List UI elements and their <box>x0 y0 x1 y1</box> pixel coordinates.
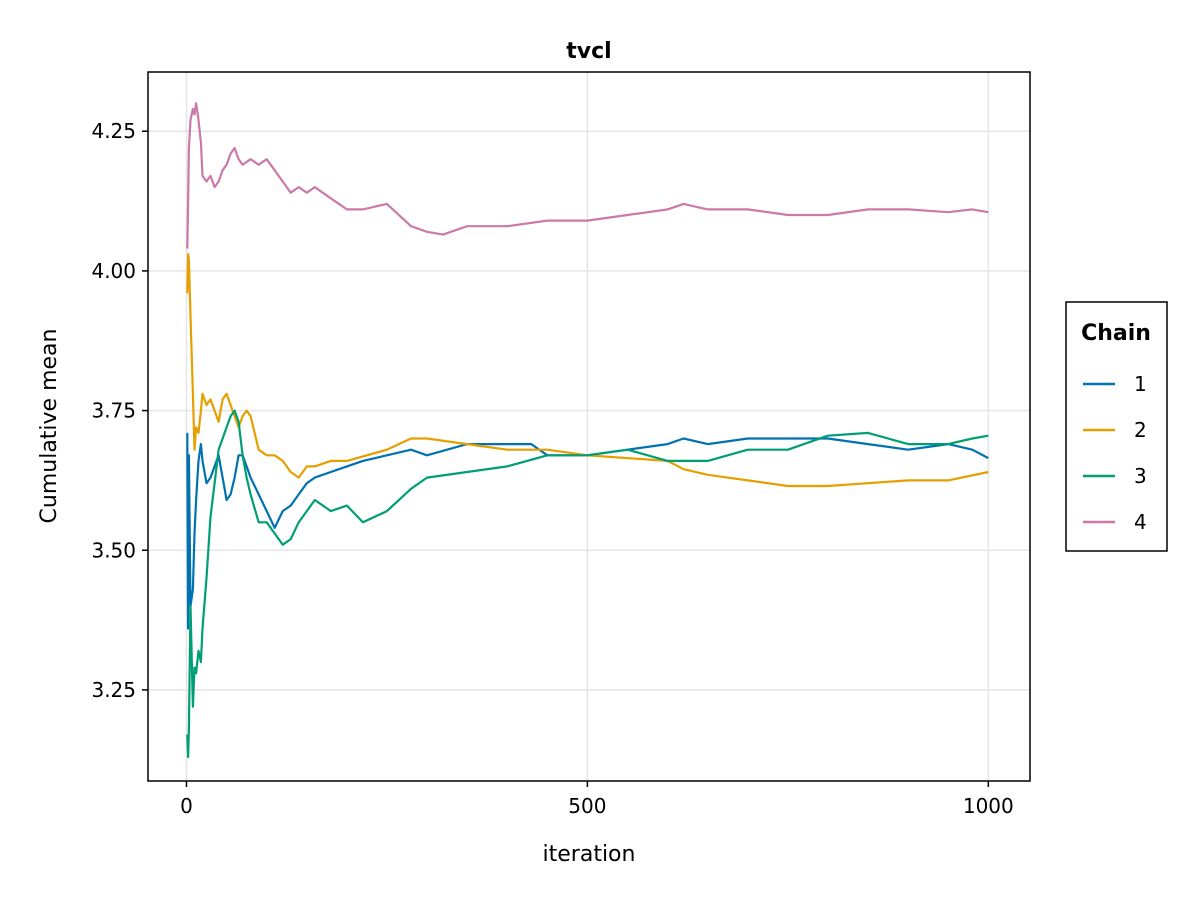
series-line-chain-2 <box>186 253 989 488</box>
legend-box <box>1065 301 1168 552</box>
x-tick-label: 500 <box>568 794 606 818</box>
x-tick-label: 1000 <box>963 794 1014 818</box>
legend-label: 4 <box>1134 510 1147 534</box>
y-tick-label: 4.25 <box>91 119 136 143</box>
grid-layer <box>148 72 1030 781</box>
y-tick-label: 3.25 <box>91 678 136 702</box>
x-tick-label: 0 <box>180 794 193 818</box>
legend-label: 1 <box>1134 372 1147 396</box>
x-ticks: 0 500 1000 <box>180 781 1014 818</box>
series-line-chain-4 <box>186 102 989 249</box>
legend: Chain 1 2 3 4 <box>1065 301 1168 552</box>
legend-label: 3 <box>1134 464 1147 488</box>
x-axis-label: iteration <box>543 842 636 867</box>
chart-title: tvcl <box>566 39 611 64</box>
y-axis-label: Cumulative mean <box>37 329 62 524</box>
legend-title: Chain <box>1081 321 1151 346</box>
series-line-chain-1 <box>186 432 989 630</box>
series-line-chain-3 <box>186 409 989 759</box>
y-ticks: 3.25 3.50 3.75 4.00 4.25 <box>91 119 148 702</box>
y-tick-label: 3.75 <box>91 399 136 423</box>
legend-label: 2 <box>1134 418 1147 442</box>
plot-frame <box>147 71 1031 782</box>
y-tick-label: 4.00 <box>91 259 136 283</box>
series-layer <box>186 102 989 759</box>
legend-items: 1 2 3 4 <box>1083 372 1147 534</box>
y-tick-label: 3.50 <box>91 538 136 562</box>
